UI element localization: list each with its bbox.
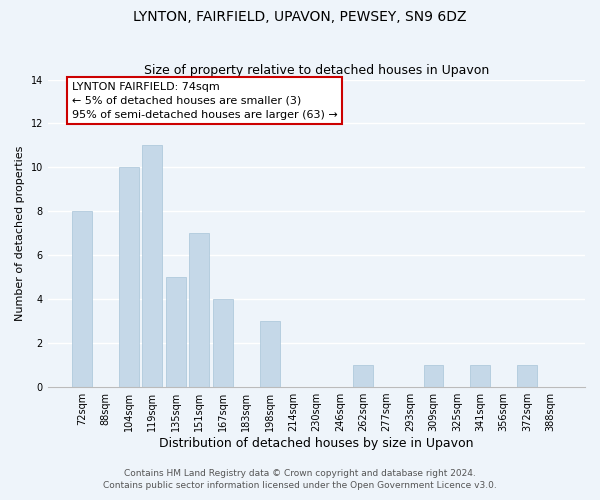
Bar bbox=[190, 234, 209, 387]
Bar bbox=[72, 212, 92, 387]
Title: Size of property relative to detached houses in Upavon: Size of property relative to detached ho… bbox=[144, 64, 489, 77]
Bar bbox=[424, 365, 443, 387]
Bar bbox=[166, 278, 186, 387]
Text: LYNTON, FAIRFIELD, UPAVON, PEWSEY, SN9 6DZ: LYNTON, FAIRFIELD, UPAVON, PEWSEY, SN9 6… bbox=[133, 10, 467, 24]
Bar bbox=[517, 365, 537, 387]
Bar bbox=[119, 168, 139, 387]
Bar bbox=[260, 321, 280, 387]
Bar bbox=[142, 146, 163, 387]
Bar bbox=[470, 365, 490, 387]
Text: Contains HM Land Registry data © Crown copyright and database right 2024.
Contai: Contains HM Land Registry data © Crown c… bbox=[103, 468, 497, 490]
Y-axis label: Number of detached properties: Number of detached properties bbox=[15, 146, 25, 321]
Text: LYNTON FAIRFIELD: 74sqm
← 5% of detached houses are smaller (3)
95% of semi-deta: LYNTON FAIRFIELD: 74sqm ← 5% of detached… bbox=[71, 82, 337, 120]
Bar bbox=[353, 365, 373, 387]
Bar bbox=[213, 299, 233, 387]
X-axis label: Distribution of detached houses by size in Upavon: Distribution of detached houses by size … bbox=[159, 437, 473, 450]
